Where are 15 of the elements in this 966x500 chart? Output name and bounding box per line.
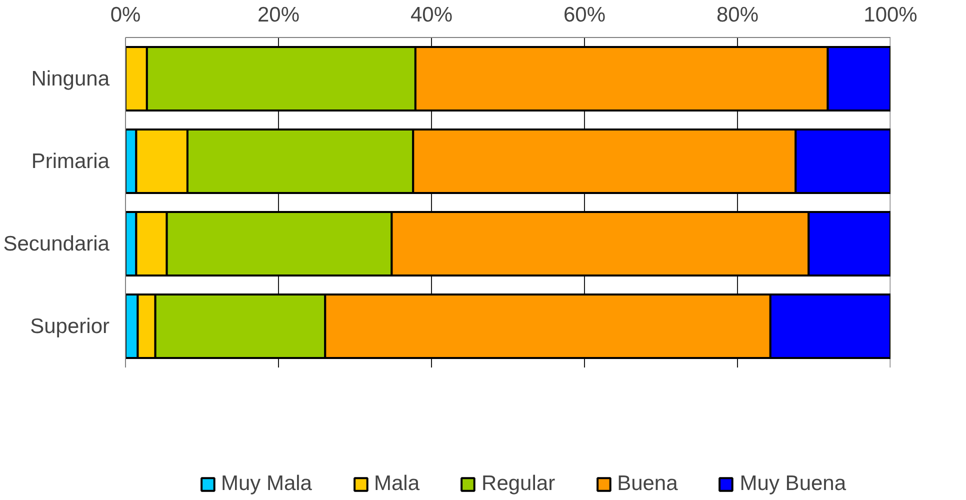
legend-label: Mala [374, 472, 420, 496]
y-tick-label: Secundaria [3, 232, 110, 256]
y-tick-label: Primaria [31, 150, 110, 173]
legend-label: Regular [482, 472, 556, 496]
x-tick-label: 80% [716, 4, 759, 26]
x-tick-label: 100% [864, 4, 918, 26]
legend-label: Muy Buena [740, 472, 846, 496]
legend-label: Buena [617, 472, 678, 496]
x-tick-label: 60% [563, 4, 606, 26]
y-tick-label: Superior [30, 314, 110, 338]
x-tick-label: 0% [110, 4, 141, 26]
y-tick-label: Ninguna [31, 67, 110, 90]
x-tick-label: 40% [410, 4, 453, 26]
legend-label: Muy Mala [220, 472, 312, 496]
x-tick-label: 20% [257, 4, 300, 26]
